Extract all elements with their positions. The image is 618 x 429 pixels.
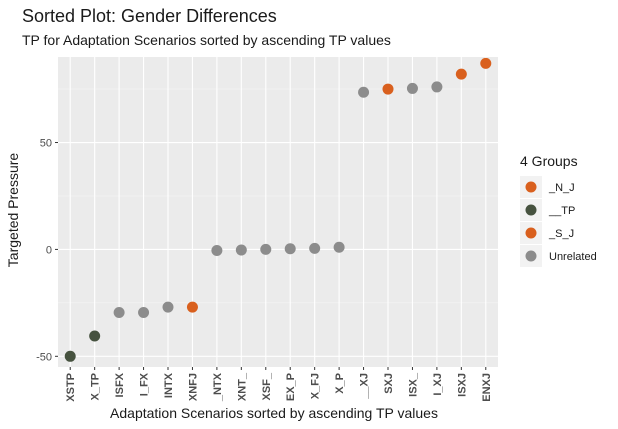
- x-axis-title: Adaptation Scenarios sorted by ascending…: [110, 405, 438, 421]
- data-point: [382, 83, 394, 95]
- legend-label: Unrelated: [549, 251, 597, 263]
- chart-title: Sorted Plot: Gender Differences: [22, 6, 277, 26]
- data-point: [89, 330, 101, 342]
- x-tick-label: ENXJ: [481, 373, 493, 402]
- data-point: [309, 242, 321, 254]
- data-point: [455, 68, 467, 80]
- data-point: [333, 241, 345, 253]
- x-tick-label: ISX_: [407, 372, 419, 397]
- y-tick-label: 0: [46, 244, 52, 256]
- minor-gridlines: [58, 88, 498, 304]
- legend: 4 Groups _N_J __TP _S_J Unrelated: [520, 153, 597, 267]
- x-tick-label: ISFX: [114, 372, 126, 397]
- x-tick-label: X_FJ: [310, 373, 322, 399]
- legend-marker: [525, 250, 537, 262]
- data-point: [431, 81, 443, 93]
- x-tick-label: EX_P: [285, 373, 297, 401]
- data-point: [162, 301, 174, 313]
- x-tick-label: I_FX: [139, 372, 151, 396]
- legend-marker: [525, 227, 537, 239]
- x-tick-label: XNT_: [236, 372, 248, 401]
- legend-items: _N_J __TP _S_J Unrelated: [520, 176, 597, 267]
- legend-title: 4 Groups: [520, 153, 578, 169]
- data-point: [284, 243, 296, 255]
- data-point: [113, 306, 125, 318]
- data-point: [211, 244, 223, 256]
- y-tick-label: -50: [36, 351, 52, 363]
- major-gridlines: [58, 57, 498, 367]
- x-tick-label: _NTX: [212, 372, 224, 402]
- y-axis-title: Targeted Pressure: [5, 153, 21, 268]
- plot-panel: [58, 57, 498, 367]
- data-point: [260, 243, 272, 255]
- x-tick-label: __XJ: [359, 373, 371, 400]
- legend-marker: [525, 181, 537, 193]
- x-tick-label: XSTP: [65, 373, 77, 402]
- x-tick-label: ISXJ: [456, 373, 468, 397]
- x-tick-label: X_P: [334, 373, 346, 394]
- legend-label: _N_J: [548, 182, 575, 194]
- data-points: [64, 57, 492, 362]
- legend-label: _S_J: [548, 228, 574, 240]
- x-tick-label: I_XJ: [432, 373, 444, 396]
- data-point: [480, 57, 492, 69]
- x-tick-label: INTX: [163, 372, 175, 398]
- x-tick-label: SXJ: [383, 373, 395, 394]
- legend-label: __TP: [548, 205, 575, 217]
- y-axis: -50 0 50: [36, 138, 58, 363]
- data-point: [186, 301, 198, 313]
- plot-background: [58, 57, 498, 367]
- x-tick-label: XNFJ: [187, 373, 199, 401]
- x-tick-label: XSF_: [261, 372, 273, 400]
- chart-subtitle: TP for Adaptation Scenarios sorted by as…: [22, 32, 391, 48]
- legend-marker: [525, 204, 537, 216]
- data-point: [138, 306, 150, 318]
- data-point: [235, 244, 247, 256]
- data-point: [358, 86, 370, 98]
- x-tick-label: X_TP: [90, 373, 102, 401]
- data-point: [406, 82, 418, 94]
- data-point: [64, 350, 76, 362]
- x-axis: XSTP X_TP ISFX I_FX INTX XNFJ _NTX XNT_ XSF_ EX_P…: [65, 367, 493, 402]
- y-tick-label: 50: [40, 138, 52, 150]
